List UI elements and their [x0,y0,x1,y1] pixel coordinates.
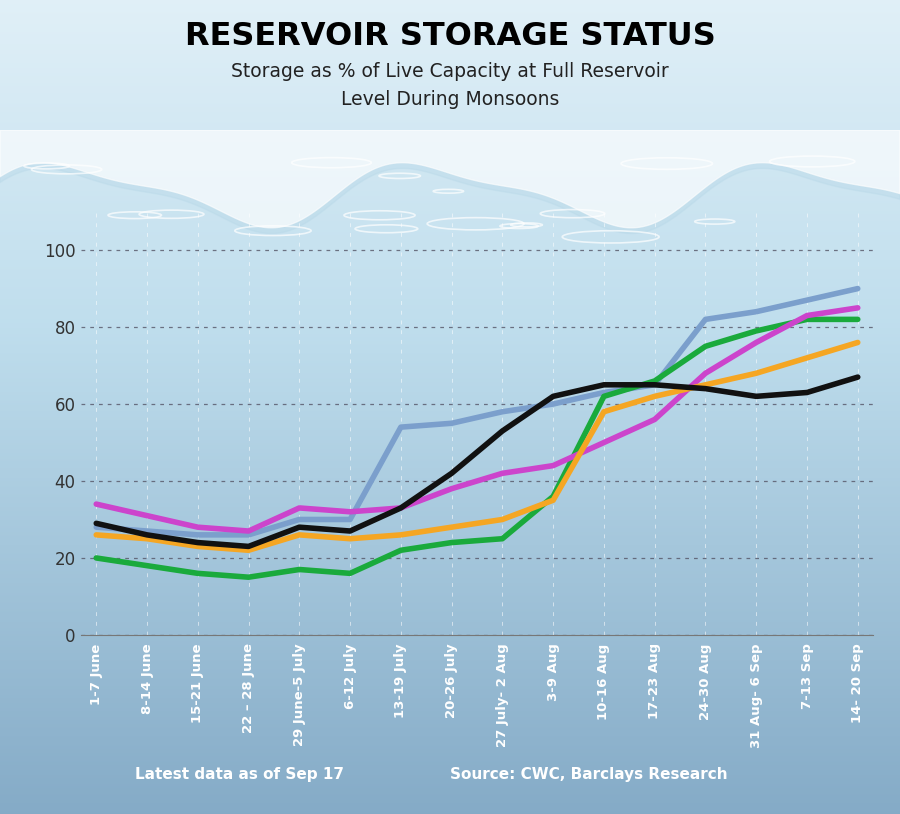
Text: Latest data as of Sep 17: Latest data as of Sep 17 [135,768,344,782]
Text: RESERVOIR STORAGE STATUS: RESERVOIR STORAGE STATUS [184,21,716,52]
Text: Storage as % of Live Capacity at Full Reservoir
Level During Monsoons: Storage as % of Live Capacity at Full Re… [231,62,669,109]
Text: Source: CWC, Barclays Research: Source: CWC, Barclays Research [450,768,727,782]
